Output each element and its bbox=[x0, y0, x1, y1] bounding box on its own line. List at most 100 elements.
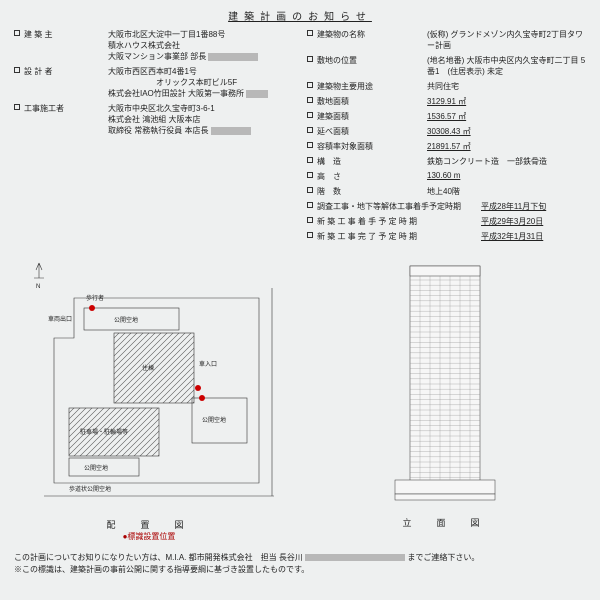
designer-line2: オリックス本町ビル5F bbox=[108, 78, 237, 87]
bullet-icon bbox=[307, 172, 313, 178]
bullet-icon bbox=[307, 157, 313, 163]
map-legend: ●標識設置位置 bbox=[14, 531, 284, 542]
svg-text:公開空地: 公開空地 bbox=[202, 416, 226, 424]
row-designer: 設 計 者 大阪市西区西本町4番1号 オリックス本町ビル5F 株式会社IAO竹田… bbox=[14, 66, 293, 99]
svg-text:公開空地: 公開空地 bbox=[84, 464, 108, 472]
bullet-icon bbox=[307, 30, 313, 36]
right-value: 1536.57 ㎡ bbox=[427, 111, 586, 122]
right-row-9: 階 数地上40階 bbox=[307, 186, 586, 197]
bullet-icon bbox=[307, 112, 313, 118]
right-value: 30308.43 ㎡ bbox=[427, 126, 586, 137]
value-constructor: 大阪市中央区北久宝寺町3-6-1 株式会社 鴻池組 大阪本店 取締役 常務執行役… bbox=[108, 103, 293, 136]
right-value: 平成32年1月31日 bbox=[481, 231, 586, 242]
label-designer: 設 計 者 bbox=[24, 66, 104, 77]
bullet-icon bbox=[307, 232, 313, 238]
constructor-line3: 取締役 常務執行役員 本店長 bbox=[108, 126, 208, 135]
content-columns: 建 築 主 大阪市北区大淀中一丁目1番88号 積水ハウス株式会社 大阪マンション… bbox=[14, 29, 586, 246]
right-label: 階 数 bbox=[317, 186, 423, 197]
right-label: 建築物主要用途 bbox=[317, 81, 423, 92]
constructor-line2: 株式会社 鴻池組 大阪本店 bbox=[108, 115, 200, 124]
right-row-3: 敷地面積 3129.91 ㎡ bbox=[307, 96, 586, 107]
row-owner: 建 築 主 大阪市北区大淀中一丁目1番88号 積水ハウス株式会社 大阪マンション… bbox=[14, 29, 293, 62]
bullet-icon bbox=[14, 30, 20, 36]
lower-section: N 公開空地 公開空地 公開空地 住棟 駐車場・駐輪場等 歩道状公開空地 車両出… bbox=[14, 258, 586, 542]
bullet-icon bbox=[307, 217, 313, 223]
owner-line2: 積水ハウス株式会社 bbox=[108, 41, 180, 50]
elevation-svg bbox=[375, 258, 515, 512]
value-owner: 大阪市北区大淀中一丁目1番88号 積水ハウス株式会社 大阪マンション事業部 部長 bbox=[108, 29, 293, 62]
right-row-12: 新 築 工 事 完 了 予 定 時 期平成32年1月31日 bbox=[307, 231, 586, 242]
label-owner: 建 築 主 bbox=[24, 29, 104, 40]
right-value: (地名地番) 大阪市中央区内久宝寺町二丁目 5番1 (住居表示) 未定 bbox=[427, 55, 586, 77]
right-label: 建築物の名称 bbox=[317, 29, 423, 40]
right-value: 共同住宅 bbox=[427, 81, 586, 92]
right-label: 延べ面積 bbox=[317, 126, 423, 137]
label-constructor: 工事施工者 bbox=[24, 103, 104, 114]
bullet-icon bbox=[307, 127, 313, 133]
right-row-4: 建築面積 1536.57 ㎡ bbox=[307, 111, 586, 122]
right-row-2: 建築物主要用途共同住宅 bbox=[307, 81, 586, 92]
svg-text:駐車場・駐輪場等: 駐車場・駐輪場等 bbox=[80, 428, 128, 436]
value-designer: 大阪市西区西本町4番1号 オリックス本町ビル5F 株式会社IAO竹田設計 大阪第… bbox=[108, 66, 293, 99]
owner-line1: 大阪市北区大淀中一丁目1番88号 bbox=[108, 30, 225, 39]
right-value: (仮称) グランドメゾン内久宝寺町2丁目タワー計画 bbox=[427, 29, 586, 51]
page-title: 建築計画のお知らせ bbox=[14, 8, 586, 23]
right-row-1: 敷地の位置 (地名地番) 大阪市中央区内久宝寺町二丁目 5番1 (住居表示) 未定 bbox=[307, 55, 586, 77]
bullet-icon bbox=[307, 202, 313, 208]
bullet-icon bbox=[14, 104, 20, 110]
owner-line3: 大阪マンション事業部 部長 bbox=[108, 52, 206, 61]
right-label: 敷地の位置 bbox=[317, 55, 423, 66]
footer-text-b: までご連絡下さい。 bbox=[407, 553, 479, 562]
svg-text:車入口: 車入口 bbox=[199, 360, 217, 368]
right-row-8: 高 さ 130.60 m bbox=[307, 171, 586, 182]
right-label: 建築面積 bbox=[317, 111, 423, 122]
right-label: 敷地面積 bbox=[317, 96, 423, 107]
right-label: 高 さ bbox=[317, 171, 423, 182]
constructor-line1: 大阪市中央区北久宝寺町3-6-1 bbox=[108, 104, 215, 113]
redacted-block bbox=[208, 53, 258, 61]
right-row-6: 容積率対象面積 21891.57 ㎡ bbox=[307, 141, 586, 152]
right-value: 地上40階 bbox=[427, 186, 586, 197]
svg-text:車両出口: 車両出口 bbox=[48, 315, 72, 323]
bullet-icon bbox=[307, 142, 313, 148]
right-label: 新 築 工 事 完 了 予 定 時 期 bbox=[317, 231, 477, 242]
right-label: 構 造 bbox=[317, 156, 423, 167]
bullet-icon bbox=[307, 97, 313, 103]
redacted-block bbox=[211, 127, 251, 135]
right-label: 容積率対象面積 bbox=[317, 141, 423, 152]
bullet-icon bbox=[14, 67, 20, 73]
right-row-0: 建築物の名称 (仮称) グランドメゾン内久宝寺町2丁目タワー計画 bbox=[307, 29, 586, 51]
site-plan-svg: N 公開空地 公開空地 公開空地 住棟 駐車場・駐輪場等 歩道状公開空地 車両出… bbox=[14, 258, 284, 512]
right-value: 平成28年11月下旬 bbox=[481, 201, 586, 212]
row-constructor: 工事施工者 大阪市中央区北久宝寺町3-6-1 株式会社 鴻池組 大阪本店 取締役… bbox=[14, 103, 293, 136]
svg-text:住棟: 住棟 bbox=[142, 364, 154, 372]
site-plan: N 公開空地 公開空地 公開空地 住棟 駐車場・駐輪場等 歩道状公開空地 車両出… bbox=[14, 258, 284, 542]
footer-line1: この計画についてお知りになりたい方は、M.I.A. 都市開発株式会社 担当 長谷… bbox=[14, 552, 586, 564]
left-column: 建 築 主 大阪市北区大淀中一丁目1番88号 積水ハウス株式会社 大阪マンション… bbox=[14, 29, 293, 246]
compass-icon: N bbox=[34, 263, 44, 290]
redacted-block bbox=[246, 90, 268, 98]
right-row-7: 構 造鉄筋コンクリート造 一部鉄骨造 bbox=[307, 156, 586, 167]
right-value: 平成29年3月20日 bbox=[481, 216, 586, 227]
designer-line1: 大阪市西区西本町4番1号 bbox=[108, 67, 197, 76]
right-value: 130.60 m bbox=[427, 171, 586, 180]
right-column: 建築物の名称 (仮称) グランドメゾン内久宝寺町2丁目タワー計画敷地の位置 (地名地… bbox=[307, 29, 586, 246]
svg-text:歩道状公開空地: 歩道状公開空地 bbox=[69, 485, 111, 493]
designer-line3: 株式会社IAO竹田設計 大阪第一事務所 bbox=[108, 89, 244, 98]
right-label: 調査工事・地下等解体工事着手予定時期 bbox=[317, 201, 477, 212]
right-value: 21891.57 ㎡ bbox=[427, 141, 586, 152]
bullet-icon bbox=[307, 187, 313, 193]
bullet-icon bbox=[307, 82, 313, 88]
right-value: 鉄筋コンクリート造 一部鉄骨造 bbox=[427, 156, 586, 167]
svg-text:N: N bbox=[36, 284, 40, 290]
right-row-5: 延べ面積 30308.43 ㎡ bbox=[307, 126, 586, 137]
elevation: 立 面 図 bbox=[304, 258, 586, 542]
right-row-11: 新 築 工 事 着 手 予 定 時 期平成29年3月20日 bbox=[307, 216, 586, 227]
right-value: 3129.91 ㎡ bbox=[427, 96, 586, 107]
footer: この計画についてお知りになりたい方は、M.I.A. 都市開発株式会社 担当 長谷… bbox=[14, 552, 586, 576]
svg-text:歩行者: 歩行者 bbox=[86, 294, 104, 302]
map-caption: 配 置 図 bbox=[14, 518, 284, 531]
svg-text:公開空地: 公開空地 bbox=[114, 316, 138, 324]
footer-line2: ※この標識は、建築計画の事前公開に関する指導要綱に基づき設置したものです。 bbox=[14, 564, 586, 576]
redacted-block bbox=[305, 554, 405, 561]
